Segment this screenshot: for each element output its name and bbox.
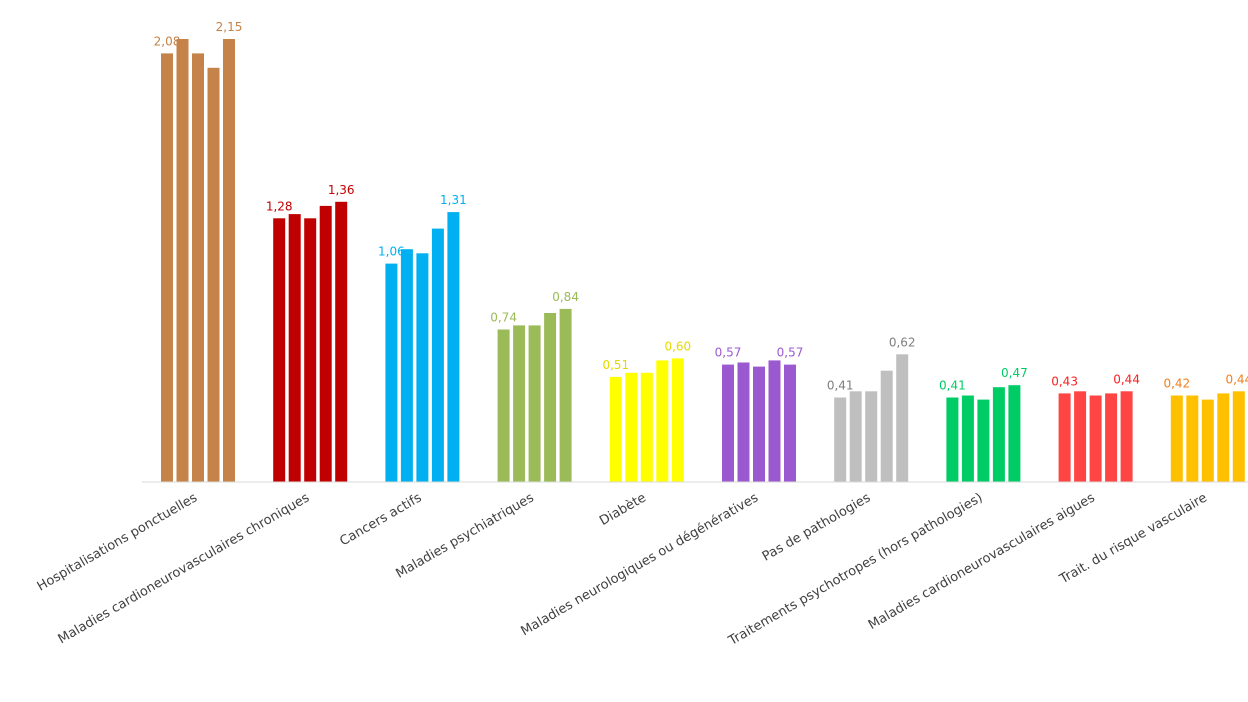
bar — [304, 218, 317, 483]
bar — [1201, 399, 1214, 482]
bar — [497, 329, 510, 482]
bar — [1008, 385, 1021, 482]
data-label: 0,43 — [1051, 374, 1078, 388]
data-label: 0,57 — [715, 346, 742, 360]
bar — [447, 212, 460, 482]
bar — [319, 205, 332, 482]
bar — [1074, 391, 1087, 482]
data-label: 0,74 — [490, 311, 517, 325]
category-label: Maladies cardioneurovasculaires chroniqu… — [56, 490, 313, 647]
bar — [722, 364, 734, 482]
bar — [176, 39, 189, 482]
data-labels-layer: 2,08 2,15 1,28 1,36 1,06 1,31 0,74 0,84 0,51 0,60… — [154, 20, 1248, 393]
bar — [273, 218, 286, 483]
bar — [385, 263, 398, 482]
bar — [834, 397, 847, 482]
bar — [207, 67, 220, 483]
data-label: 0,44 — [1113, 372, 1140, 386]
bar — [416, 253, 429, 482]
bar — [1058, 393, 1071, 482]
data-label: 0,51 — [602, 358, 629, 372]
bar — [288, 214, 301, 482]
bar — [946, 397, 959, 482]
bar — [1217, 393, 1230, 482]
bar — [784, 364, 796, 482]
bar — [865, 391, 878, 482]
bar — [335, 201, 348, 483]
bar — [849, 391, 862, 482]
bar — [977, 399, 990, 482]
data-label: 0,42 — [1163, 377, 1190, 391]
bar — [544, 313, 557, 482]
category-label: Pas de pathologies — [760, 490, 874, 564]
data-label: 0,62 — [889, 335, 916, 349]
data-label: 0,57 — [777, 346, 804, 360]
data-label: 0,60 — [664, 339, 691, 353]
bar — [992, 387, 1005, 482]
bar — [671, 358, 684, 482]
bar — [161, 53, 173, 483]
bar — [656, 360, 669, 482]
category-label: Traitements psychotropes (hors pathologi… — [725, 490, 985, 649]
data-label: 1,06 — [378, 245, 405, 259]
bar — [223, 39, 235, 482]
data-label: 1,31 — [440, 193, 467, 207]
data-label: 2,08 — [154, 34, 181, 48]
data-label: 0,84 — [552, 290, 579, 304]
category-label: Maladies neurologiques ou dégénératives — [518, 490, 761, 639]
category-label: Diabète — [597, 490, 649, 528]
bar — [1170, 395, 1183, 482]
category-label: Cancers actifs — [337, 490, 424, 549]
bar — [896, 354, 909, 482]
bar — [1232, 391, 1245, 482]
bar — [192, 53, 204, 483]
bar — [1105, 393, 1118, 482]
bar — [1089, 395, 1102, 482]
data-label: 1,28 — [266, 199, 293, 213]
category-label: Maladies cardioneurovasculaires aigues — [866, 490, 1098, 633]
data-label: 0,41 — [939, 379, 966, 393]
bar — [400, 249, 413, 482]
bar — [640, 372, 653, 482]
bar — [528, 325, 541, 482]
bars-layer — [161, 39, 1245, 483]
data-label: 1,36 — [328, 183, 355, 197]
bar — [625, 372, 638, 482]
bar — [961, 395, 974, 482]
bar — [753, 366, 765, 482]
bar — [609, 376, 622, 482]
bar — [880, 370, 893, 482]
data-label: 0,44 — [1225, 372, 1248, 386]
bar — [737, 362, 750, 482]
data-label: 0,47 — [1001, 366, 1028, 380]
data-label: 2,15 — [216, 20, 243, 34]
bar — [768, 360, 781, 482]
bar — [513, 325, 526, 482]
bar — [431, 228, 444, 482]
bar — [1120, 391, 1133, 482]
data-label: 0,41 — [827, 379, 854, 393]
bar — [559, 308, 572, 482]
bar — [1186, 395, 1199, 482]
